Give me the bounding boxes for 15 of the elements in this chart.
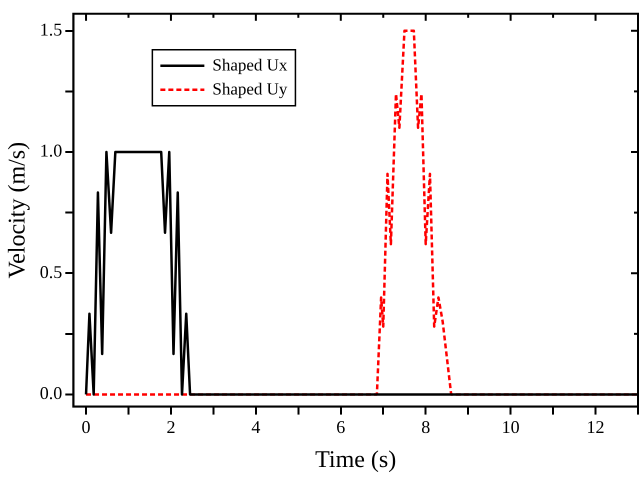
y-tick-label: 0.0: [40, 383, 62, 404]
x-tick-label: 10: [502, 417, 520, 438]
y-axis-title: Velocity (m/s): [4, 142, 31, 279]
x-tick-label: 0: [82, 417, 91, 438]
x-tick-label: 4: [251, 417, 260, 438]
y-tick-label: 1.0: [40, 140, 62, 161]
legend-label: Shaped Uy: [212, 79, 288, 98]
y-tick-label: 0.5: [40, 262, 62, 282]
x-tick-label: 6: [336, 417, 346, 438]
x-tick-label: 12: [586, 417, 605, 438]
y-tick-label: 1.5: [40, 20, 62, 40]
x-tick-label: 2: [166, 417, 176, 438]
x-axis-title: Time (s): [315, 446, 396, 473]
legend-label: Shaped Ux: [212, 55, 288, 74]
x-tick-label: 8: [421, 417, 430, 438]
